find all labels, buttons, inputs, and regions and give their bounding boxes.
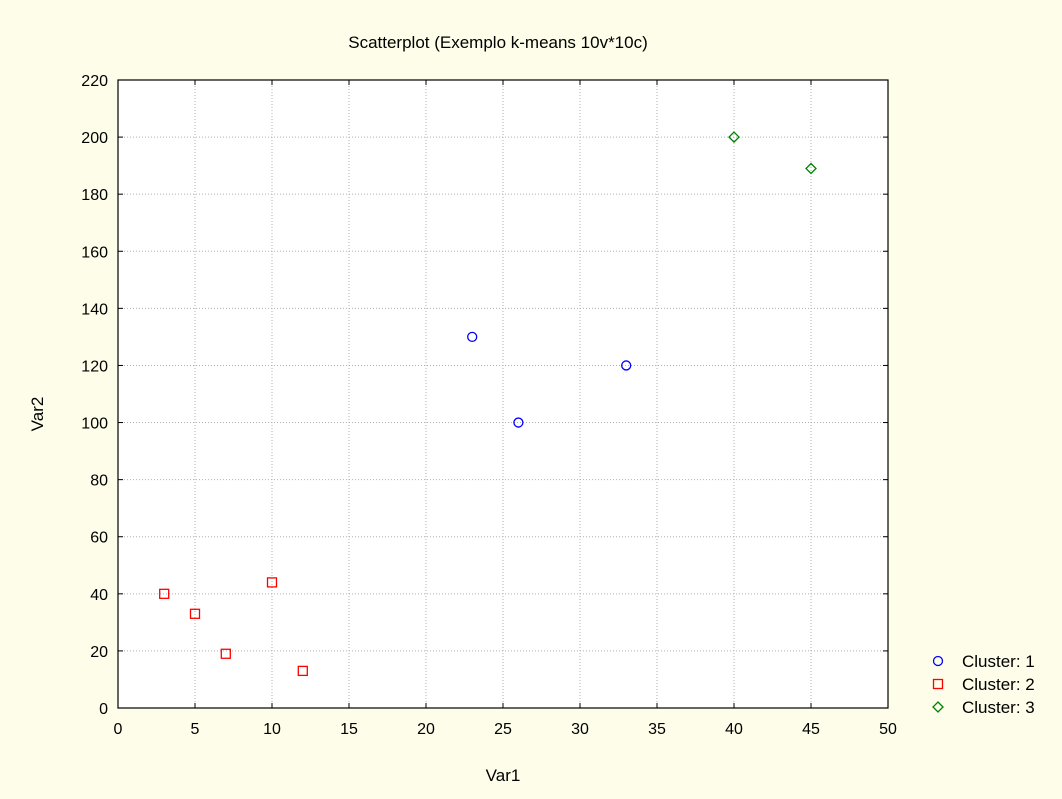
data-point-square [297,665,308,677]
y-tick-label: 140 [81,301,108,318]
data-points [159,131,817,677]
data-point-circle [513,417,524,428]
y-tick-label: 20 [90,644,108,661]
data-point-square [266,577,278,588]
y-tick-label: 160 [81,244,108,261]
legend-label: Cluster: 3 [962,698,1035,717]
legend-label: Cluster: 2 [962,675,1035,694]
plot-background [118,80,888,708]
y-tick-label: 180 [81,187,108,204]
x-tick-label: 20 [417,721,435,738]
y-tick-label: 120 [81,358,108,375]
y-tick-label: 40 [90,587,108,604]
x-tick-label: 10 [263,721,281,738]
y-tick-label: 200 [81,130,108,147]
x-axis-title: Var1 [486,766,521,785]
x-tick-label: 0 [114,721,123,738]
legend-marker-diamond [932,701,944,713]
x-tick-label: 40 [725,721,743,738]
x-tick-label: 50 [879,721,897,738]
axis-ticks: 0 5 10 15 20 25 30 35 40 45 50 0 20 40 60 80 100 120 140 16… [81,73,897,738]
chart-title: Scatterplot (Exemplo k-means 10v*10c) [348,33,648,52]
y-tick-label: 0 [99,701,108,718]
y-tick-label: 60 [90,530,108,547]
x-tick-label: 5 [191,721,200,738]
legend-marker-square [932,678,944,690]
x-tick-label: 15 [340,721,358,738]
y-tick-label: 220 [81,73,108,90]
x-tick-label: 25 [494,721,512,738]
data-point-circle [467,331,478,343]
legend: Cluster: 1 Cluster: 2 Cluster: 3 [932,652,1035,717]
y-tick-label: 100 [81,416,108,433]
y-tick-label: 80 [90,473,108,490]
legend-label: Cluster: 1 [962,652,1035,671]
data-point-square [189,608,201,619]
data-point-diamond [805,162,817,175]
legend-marker-circle [932,655,944,667]
data-point-diamond [728,131,740,144]
y-axis-title: Var2 [28,397,47,432]
data-point-circle [621,360,632,371]
data-point-square [220,648,231,659]
x-tick-label: 30 [571,721,589,738]
data-point-square [159,588,170,599]
x-tick-label: 35 [648,721,666,738]
x-tick-label: 45 [802,721,820,738]
grid [118,80,888,708]
